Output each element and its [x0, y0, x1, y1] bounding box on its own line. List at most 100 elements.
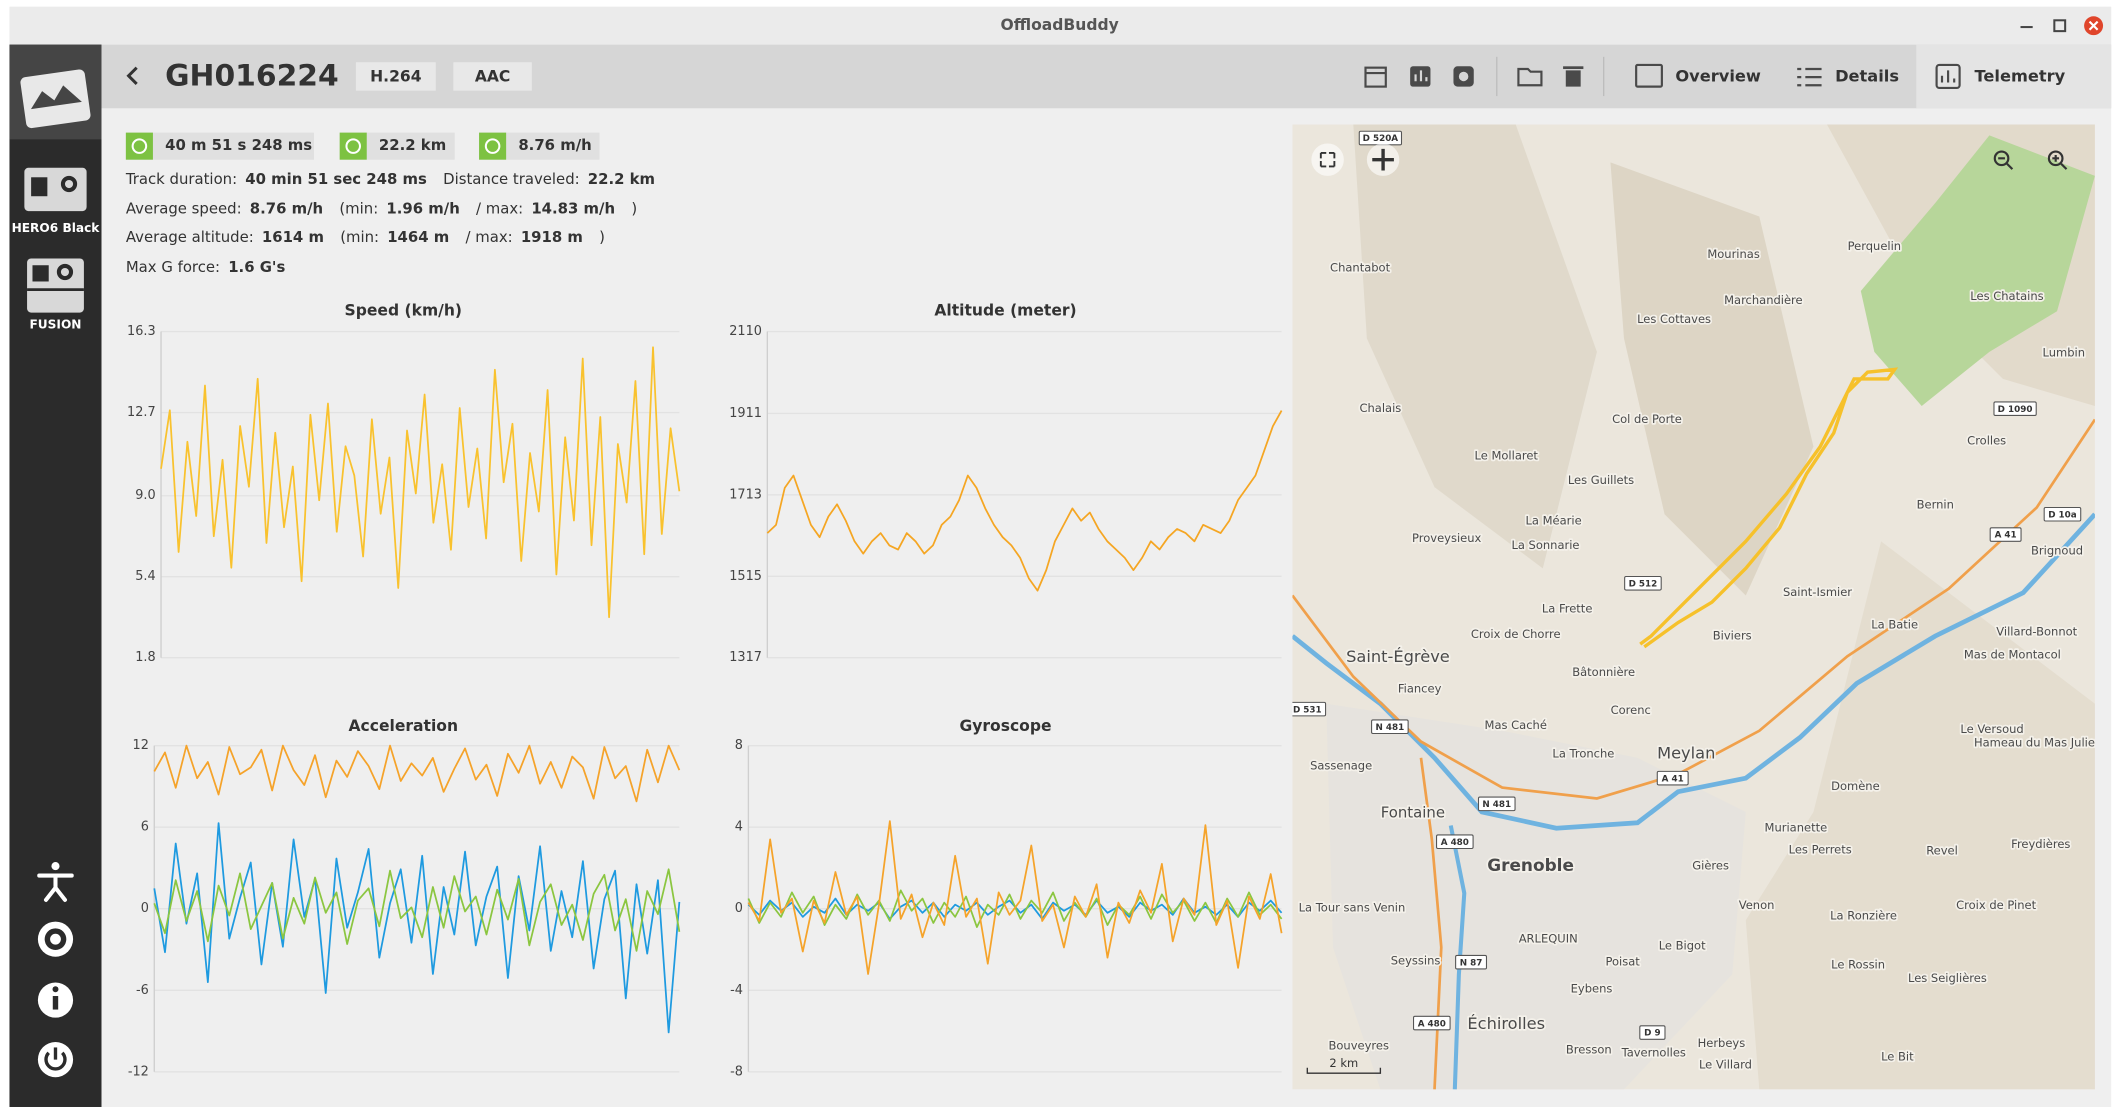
encode-button[interactable]	[1453, 66, 1474, 87]
chart: Speed (km/h) 1.8 5.4 9.0 12.7 16.3	[127, 302, 681, 665]
stat-value: 8.76 m/h	[250, 200, 323, 218]
chip-icon-glyph	[484, 138, 501, 154]
stat-value: 22.2 km	[588, 170, 655, 188]
y-tick-label: 4	[735, 820, 743, 835]
accessibility-button[interactable]	[37, 862, 74, 902]
badge-label: H.264	[370, 68, 422, 86]
stat-label: )	[599, 228, 605, 246]
y-tick-label: 1515	[729, 569, 762, 584]
map[interactable]: Mourinas Perquelin Chantabot Les Cottaves Ma…	[1289, 124, 2102, 1090]
road-label: D 1090	[1998, 405, 2033, 415]
move-icon	[1372, 148, 1394, 171]
title-bar	[9, 6, 2112, 45]
chart: Gyroscope -8 -4 0 4 8	[730, 717, 1283, 1079]
stat-value: 1.6 G's	[228, 258, 285, 276]
stat-line: Average speed: 8.76 m/h (min: 1.96 m/h / max…	[126, 200, 637, 218]
delete-button[interactable]	[1563, 66, 1584, 87]
tab-label[interactable]: Details	[1835, 67, 1899, 86]
map-place: Mourinas	[1707, 247, 1760, 261]
chip-label: 8.76 m/h	[518, 136, 591, 154]
camera-fusion[interactable]	[27, 258, 84, 313]
map-place: Sassenage	[1310, 758, 1372, 772]
map-place: Herbeys	[1698, 1036, 1746, 1050]
chart-title: Acceleration	[349, 717, 459, 735]
map-place: Le Mollaret	[1475, 449, 1539, 463]
map-place: Marchandière	[1724, 293, 1803, 307]
map-place: Les Chatains	[1970, 289, 2043, 303]
map-place: La Batie	[1871, 618, 1918, 632]
badge-label: AAC	[475, 68, 510, 86]
stat-label: Track duration:	[125, 170, 237, 188]
y-tick-label: 1317	[729, 650, 762, 665]
stat-line: Average altitude: 1614 m (min: 1464 m / max:…	[126, 228, 605, 246]
settings-button[interactable]	[37, 921, 74, 957]
map-scale: 2 km	[1329, 1056, 1358, 1070]
map-place: Les Perrets	[1789, 842, 1852, 856]
map-place: Le Versoud	[1960, 722, 2023, 736]
y-tick-label: 16.3	[127, 324, 156, 339]
road-label: D 520A	[1363, 134, 1399, 144]
date-button[interactable]	[1364, 66, 1387, 88]
series-line	[160, 346, 681, 619]
map-place: Grenoble	[1487, 855, 1574, 875]
map-place: Fontaine	[1381, 803, 1445, 821]
map-place: Hameau du Mas Julien	[1974, 735, 2102, 749]
stat-line: Track duration: 40 min 51 sec 248 ms Dista…	[125, 170, 655, 188]
map-place: La Méarie	[1526, 514, 1582, 528]
gps-track	[1639, 367, 1899, 649]
map-place: La Sonnarie	[1511, 538, 1579, 552]
stat-label: )	[631, 200, 637, 218]
map-place: Lumbin	[2043, 346, 2085, 360]
y-tick-label: -12	[128, 1064, 149, 1079]
road-shield	[1624, 575, 1662, 591]
overview-icon[interactable]	[1635, 63, 1663, 88]
road-shield	[1292, 701, 1327, 717]
back-button[interactable]	[126, 66, 138, 85]
map-place: Seyssins	[1391, 953, 1441, 967]
chip-icon	[125, 132, 153, 160]
stats: Track duration: 40 min 51 sec 248 ms Dista…	[125, 170, 655, 276]
chip-label: 40 m 51 s 248 ms	[165, 136, 312, 154]
telemetry-icon[interactable]	[1935, 63, 1961, 90]
details-icon[interactable]	[1797, 67, 1822, 87]
stats-button[interactable]	[1410, 66, 1431, 87]
map-place: Le Rossin	[1831, 957, 1885, 971]
map-forest	[1860, 135, 2095, 406]
road-shield	[1371, 719, 1409, 735]
camera-hero6[interactable]	[24, 167, 87, 212]
close-button[interactable]	[2084, 16, 2104, 36]
fullscreen-icon	[1319, 151, 1336, 168]
device-label[interactable]: HERO6 Black	[12, 221, 101, 235]
map-place: Les Guillets	[1568, 473, 1634, 487]
maximize-button[interactable]	[2053, 19, 2067, 33]
map-place: Tavernolles	[1621, 1045, 1686, 1059]
map-place: Eybens	[1571, 982, 1613, 996]
road-label: D 9	[1644, 1029, 1660, 1039]
folder-button[interactable]	[1517, 67, 1543, 87]
device-label[interactable]: FUSION	[30, 317, 82, 331]
power-button[interactable]	[37, 1042, 74, 1078]
road-shield	[1989, 527, 2022, 542]
info-button[interactable]	[37, 982, 74, 1018]
y-tick-label: 2110	[729, 324, 762, 339]
series-line	[153, 744, 681, 803]
map-place: Échirolles	[1467, 1014, 1545, 1033]
road-shield	[1639, 1025, 1666, 1040]
stat-label: Max G force:	[126, 258, 220, 276]
zoom-out-button[interactable]	[1993, 150, 2014, 170]
map-place: Bernin	[1917, 497, 1954, 511]
media-icon[interactable]	[20, 69, 91, 129]
stat-label: Average altitude:	[126, 228, 254, 246]
stat-value: 14.83 m/h	[531, 200, 615, 218]
chip-icon-glyph	[131, 138, 148, 154]
zoom-in-button[interactable]	[2047, 150, 2068, 170]
map-place: La Frette	[1542, 601, 1593, 615]
fullscreen-button[interactable]	[1311, 143, 1344, 176]
road-label: N 481	[1375, 723, 1404, 733]
tab-label[interactable]: Overview	[1675, 67, 1760, 86]
y-tick-label: 1713	[729, 487, 762, 502]
tab-label[interactable]: Telemetry	[1974, 67, 2065, 86]
y-tick-label: -8	[730, 1064, 743, 1079]
road-shield	[1993, 401, 2037, 416]
